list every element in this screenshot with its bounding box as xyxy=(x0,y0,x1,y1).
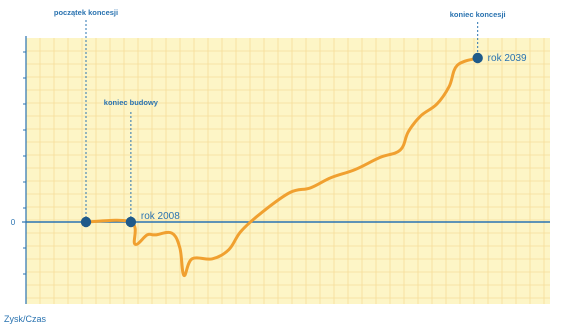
marker-2039 xyxy=(472,52,483,64)
point-label-2039: rok 2039 xyxy=(488,53,527,64)
annotation-construction-end: koniec budowy xyxy=(104,98,159,107)
plot-background xyxy=(26,38,550,304)
annotation-concession-start: początek koncesji xyxy=(54,8,118,17)
grid xyxy=(26,38,550,304)
profit-series-line xyxy=(84,56,480,277)
annotation-concession-end: koniec koncesji xyxy=(450,10,506,19)
series-markers xyxy=(80,52,483,228)
chart-labels: początek koncesji koniec budowy koniec k… xyxy=(4,8,527,324)
y-axis-label: Zysk/Czas xyxy=(4,314,47,324)
axes xyxy=(22,36,550,304)
marker-2008 xyxy=(125,216,137,228)
marker-concession-start xyxy=(80,216,92,228)
annotations xyxy=(85,20,479,222)
point-label-2008: rok 2008 xyxy=(141,211,180,222)
y-tick-label-zero: 0 xyxy=(11,218,16,227)
